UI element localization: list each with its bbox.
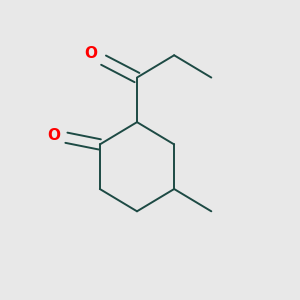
Text: O: O [47,128,60,142]
Text: O: O [84,46,97,61]
